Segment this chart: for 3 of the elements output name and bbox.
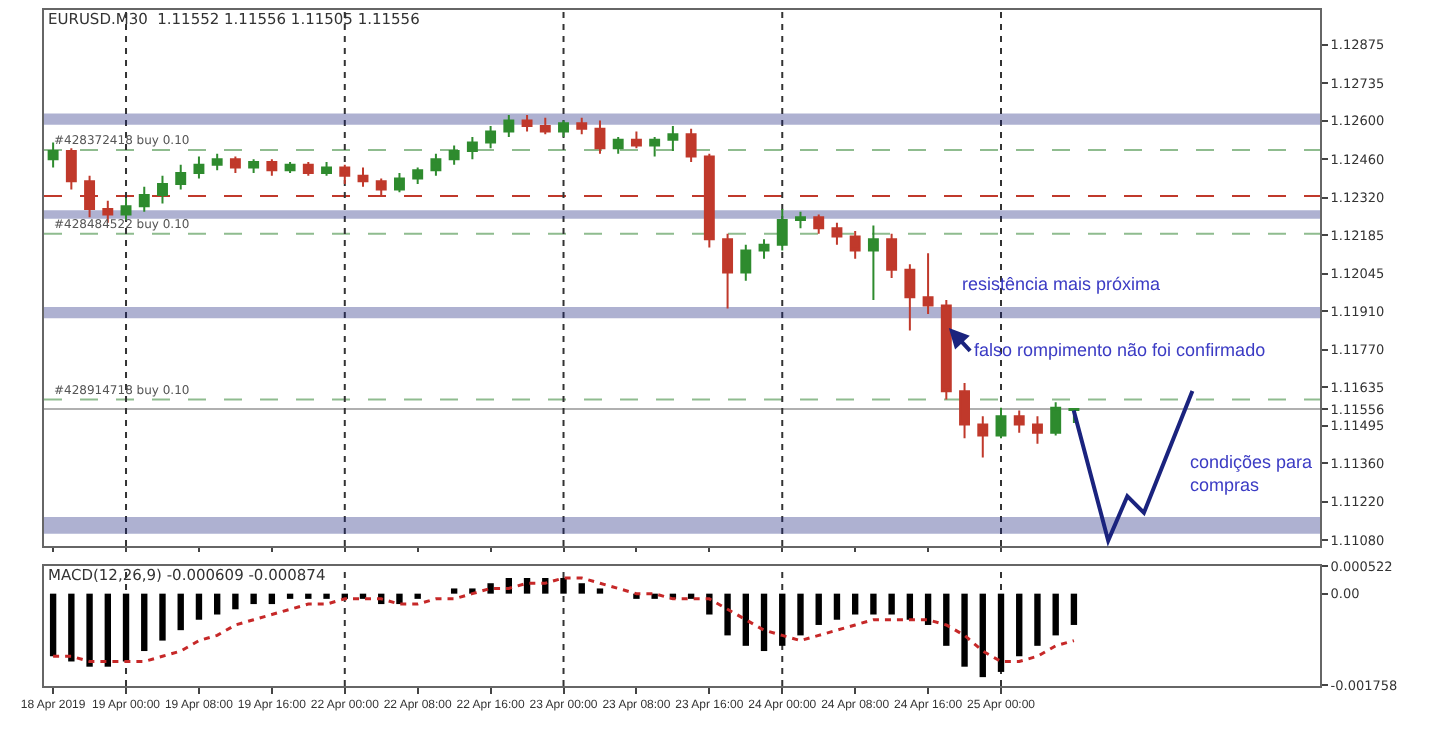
annotation: resistência mais próxima: [962, 274, 1161, 294]
annotation: falso rompimento não foi confirmado: [974, 340, 1266, 360]
annotation: condições para compras: [1190, 452, 1313, 496]
